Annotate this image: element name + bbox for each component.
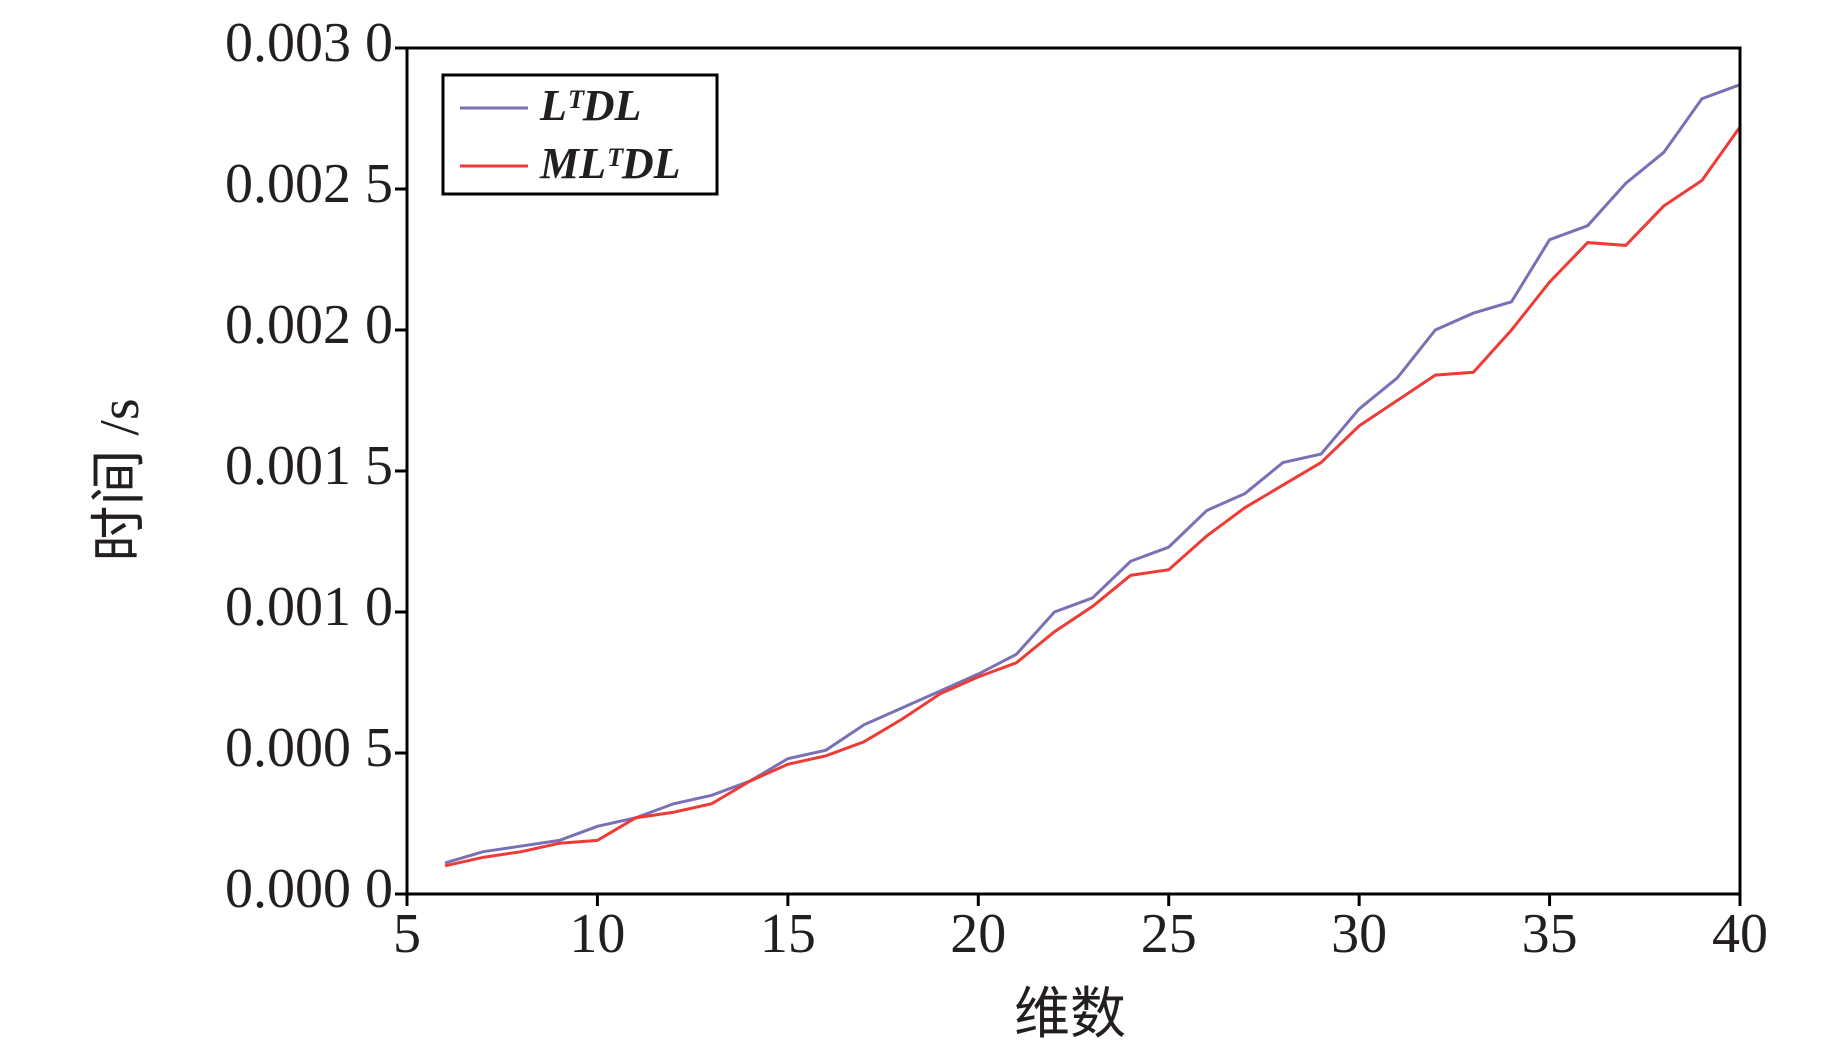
line bbox=[444, 83, 1741, 865]
x-axis-label: 维数 bbox=[1014, 984, 1126, 1046]
line bbox=[444, 126, 1742, 868]
legend-box bbox=[441, 73, 719, 196]
y-tick-label: 0.003 0 bbox=[225, 12, 393, 74]
x-tick-label: 20 bbox=[950, 903, 1006, 965]
x-tick-label: 5 bbox=[393, 903, 421, 965]
x-tick-label: 25 bbox=[1141, 903, 1197, 965]
legend-label: LᵀDL bbox=[539, 81, 641, 130]
legend-label: MLᵀDL bbox=[539, 139, 681, 188]
x-tick-label: 10 bbox=[569, 903, 625, 965]
y-tick-label: 0.000 5 bbox=[225, 717, 393, 779]
y-tick-label: 0.002 5 bbox=[225, 153, 393, 215]
x-tick-label: 40 bbox=[1712, 903, 1768, 965]
plot-frame bbox=[405, 46, 1742, 896]
x-tick-label: 35 bbox=[1522, 903, 1578, 965]
x-tick-label: 30 bbox=[1331, 903, 1387, 965]
x-tick-label: 15 bbox=[760, 903, 816, 965]
y-tick-label: 0.000 0 bbox=[225, 858, 393, 920]
y-tick-label: 0.001 0 bbox=[225, 576, 393, 638]
y-tick-label: 0.001 5 bbox=[225, 435, 393, 497]
y-tick-label: 0.002 0 bbox=[225, 294, 393, 356]
y-axis-label: 时间 /s bbox=[89, 398, 151, 561]
